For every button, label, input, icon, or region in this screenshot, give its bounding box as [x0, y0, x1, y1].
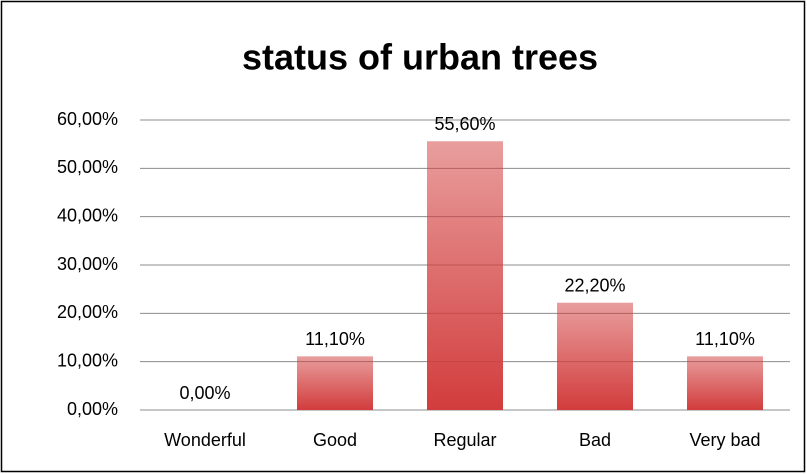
bar — [427, 141, 503, 410]
bar — [687, 356, 763, 410]
y-tick-label: 10,00% — [57, 350, 118, 370]
y-tick-label: 40,00% — [57, 205, 118, 225]
x-tick-label: Good — [313, 430, 357, 450]
x-tick-label: Wonderful — [164, 430, 246, 450]
y-tick-label: 30,00% — [57, 254, 118, 274]
data-label: 22,20% — [564, 275, 625, 295]
chart-title: status of urban trees — [242, 37, 598, 78]
data-label: 11,10% — [695, 329, 755, 349]
data-label: 11,10% — [305, 329, 365, 349]
data-label: 55,60% — [434, 114, 495, 134]
data-label: 0,00% — [179, 383, 230, 403]
bar — [297, 356, 373, 410]
x-tick-label: Regular — [433, 430, 496, 450]
x-tick-label: Very bad — [689, 430, 760, 450]
y-tick-label: 50,00% — [57, 157, 118, 177]
x-tick-label: Bad — [579, 430, 611, 450]
y-tick-label: 0,00% — [67, 399, 118, 419]
y-tick-label: 20,00% — [57, 302, 118, 322]
bar — [557, 302, 633, 410]
y-tick-label: 60,00% — [57, 109, 118, 129]
